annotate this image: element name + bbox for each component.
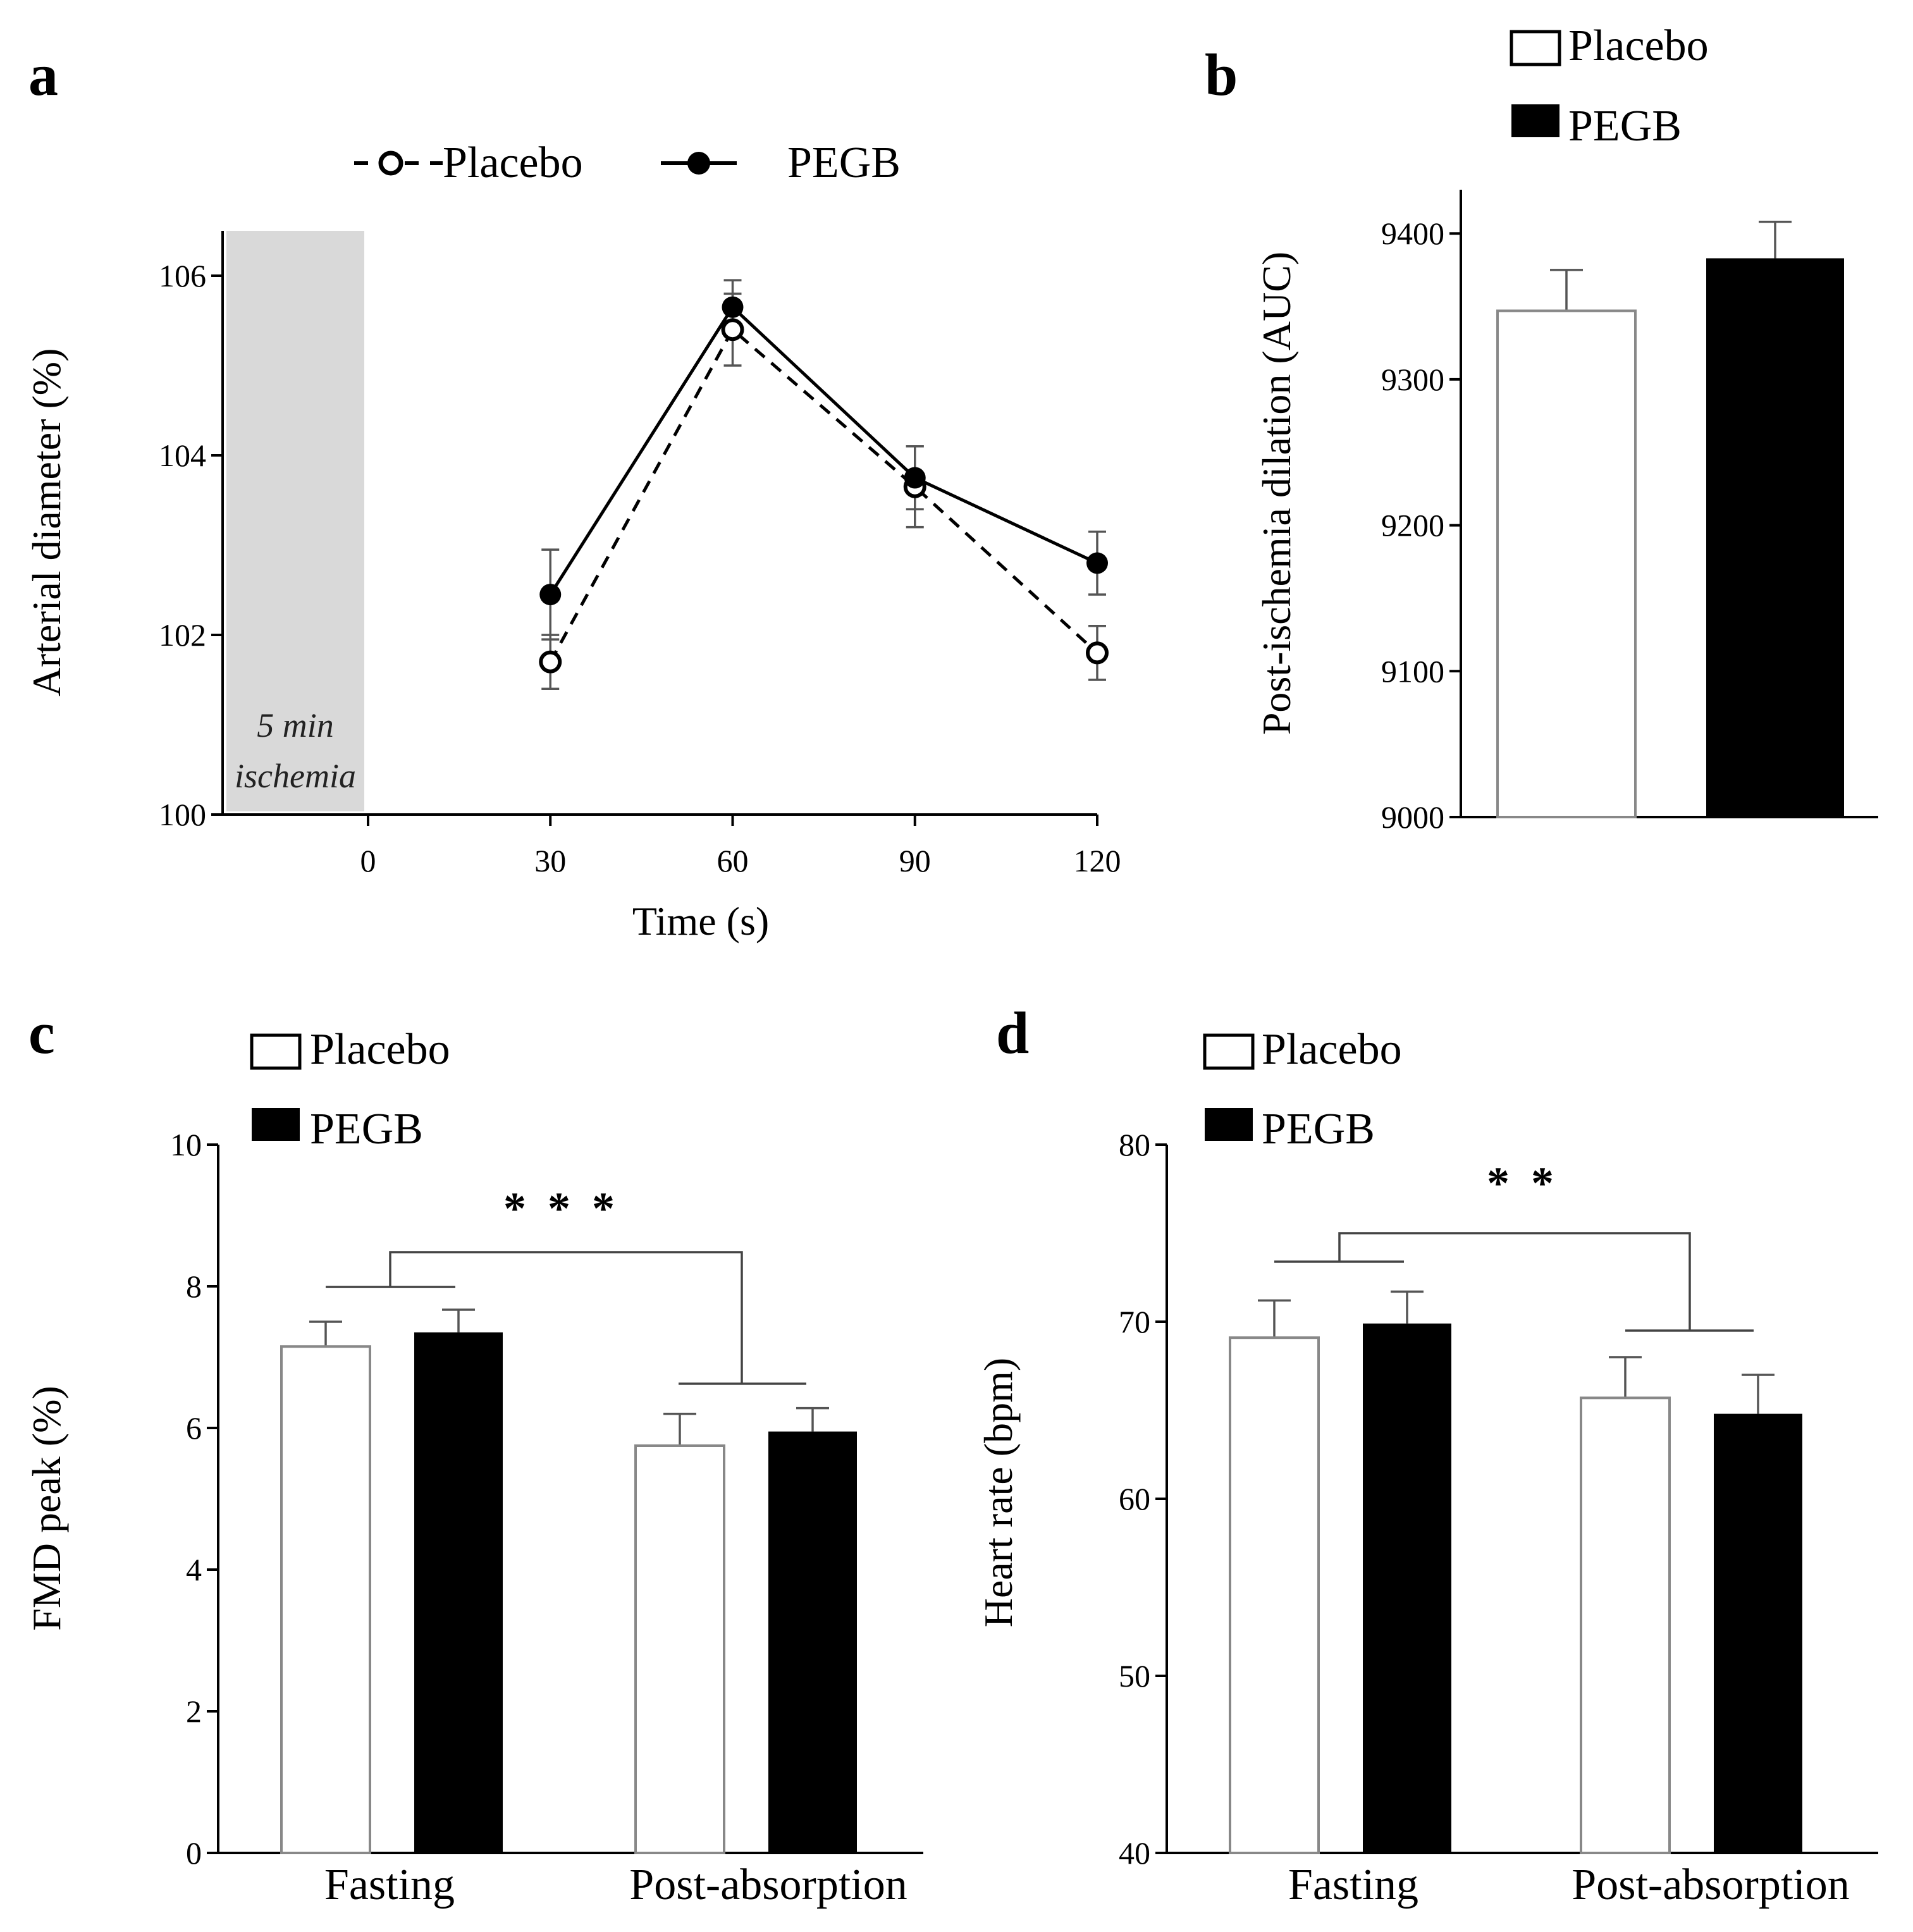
y-tick-label: 70 — [1119, 1304, 1150, 1339]
legend-b-pegb-swatch — [1511, 104, 1559, 137]
legend-c-pegb-text: PEGB — [310, 1105, 423, 1154]
bar-pegb — [1363, 1323, 1451, 1853]
panel-c-label: c — [28, 1000, 55, 1066]
x-tick-label: 120 — [1074, 843, 1121, 878]
panel-d-label: d — [996, 1000, 1029, 1066]
bar-placebo — [1580, 1396, 1671, 1854]
panel-d-significance: * * — [1487, 1158, 1559, 1209]
legend-b-pegb-text: PEGB — [1568, 102, 1682, 151]
y-tick-label: 9000 — [1381, 799, 1444, 835]
panel-a-legend: Placebo PEGB — [354, 138, 901, 187]
y-tick-label: 40 — [1119, 1835, 1150, 1871]
bar-pegb — [414, 1332, 503, 1853]
series-placebo-point — [539, 650, 562, 674]
legend-b-placebo-text: Placebo — [1568, 22, 1709, 70]
bar-pegb — [1706, 258, 1844, 817]
y-tick-label: 100 — [159, 797, 206, 832]
y-tick-label: 104 — [159, 438, 206, 473]
y-tick-label: 106 — [159, 258, 206, 293]
y-tick-label: 0 — [186, 1835, 202, 1871]
bar-pegb — [1714, 1413, 1802, 1853]
bar-placebo — [1229, 1336, 1320, 1854]
panel-d-bracket-main — [1338, 1232, 1691, 1331]
panel-c-y-label: FMD peak (%) — [24, 1386, 69, 1630]
legend-pegb-marker — [687, 152, 710, 175]
x-tick-label: 30 — [534, 843, 566, 878]
bar-pegb — [768, 1431, 857, 1853]
series-pegb-point — [904, 467, 926, 489]
panel-c-bracket-main — [389, 1251, 743, 1384]
panel-c-significance: * * * — [503, 1183, 620, 1234]
panel-b-label: b — [1205, 42, 1238, 108]
legend-d-pegb-text: PEGB — [1262, 1105, 1375, 1154]
legend-a-placebo-text: Placebo — [443, 138, 583, 187]
bar-placebo — [1496, 309, 1637, 818]
legend-d-placebo-text: Placebo — [1262, 1025, 1402, 1074]
x-tick-label: 60 — [717, 843, 749, 878]
series-pegb-point — [1086, 552, 1108, 574]
panel-c-category-fasting: Fasting — [324, 1861, 455, 1909]
y-tick-label: 4 — [186, 1552, 202, 1587]
panel-c-bar-chart: c Placebo PEGB 0 2 4 6 8 10 FMD peak (%) Fast… — [24, 1000, 923, 1909]
ischemia-annotation-line1: 5 min — [257, 706, 334, 744]
legend-placebo-marker — [378, 151, 403, 176]
y-tick-label: 2 — [186, 1694, 202, 1729]
panel-c-category-post-absorption: Post-absorption — [629, 1861, 907, 1909]
panel-b-y-label: Post-ischemia dilation (AUC) — [1254, 252, 1299, 735]
y-tick-label: 8 — [186, 1269, 202, 1304]
series-placebo-point — [721, 318, 744, 341]
series-placebo-line — [549, 327, 1098, 663]
panel-d-category-fasting: Fasting — [1288, 1861, 1418, 1909]
panel-a-line-chart: a Placebo PEGB 5 min ischemia 100 102 104 1… — [24, 42, 1121, 944]
panel-b-bar-chart: b Placebo PEGB 9000 9100 9200 9300 9400 Post… — [1205, 22, 1878, 835]
y-tick-label: 9300 — [1381, 362, 1444, 397]
y-tick-label: 102 — [159, 617, 206, 653]
ischemia-annotation-line2: ischemia — [235, 757, 356, 795]
legend-d-pegb-swatch — [1205, 1108, 1253, 1141]
legend-d-placebo-swatch — [1203, 1033, 1255, 1070]
x-tick-label: 0 — [360, 843, 376, 878]
legend-c-placebo-swatch — [250, 1033, 302, 1070]
panel-d-category-post-absorption: Post-absorption — [1572, 1861, 1849, 1909]
x-tick-label: 90 — [899, 843, 931, 878]
panel-d-y-label: Heart rate (bpm) — [976, 1358, 1021, 1627]
series-pegb-point — [722, 296, 744, 318]
y-tick-label: 10 — [170, 1127, 202, 1162]
y-tick-label: 50 — [1119, 1658, 1150, 1694]
bar-placebo — [634, 1444, 725, 1854]
panel-a-label: a — [28, 42, 58, 108]
y-tick-label: 9200 — [1381, 508, 1444, 543]
series-placebo-point — [1086, 641, 1109, 665]
panel-a-x-label: Time (s) — [632, 899, 769, 944]
panel-a-y-label: Arterial diameter (%) — [24, 348, 69, 697]
ischemia-shade — [226, 231, 364, 811]
y-tick-label: 6 — [186, 1410, 202, 1446]
panel-d-bar-chart: d Placebo PEGB 40 50 60 70 80 Heart rate (bp… — [976, 1000, 1878, 1909]
series-pegb-line — [549, 304, 1098, 596]
y-tick-label: 80 — [1119, 1127, 1150, 1162]
legend-c-pegb-swatch — [252, 1108, 300, 1141]
y-tick-label: 9100 — [1381, 653, 1444, 689]
y-tick-label: 60 — [1119, 1481, 1150, 1517]
legend-a-pegb-text: PEGB — [787, 138, 901, 187]
y-tick-label: 9400 — [1381, 216, 1444, 251]
legend-b-placebo-swatch — [1510, 30, 1561, 66]
series-pegb-point — [539, 584, 562, 606]
legend-c-placebo-text: Placebo — [310, 1025, 450, 1074]
bar-placebo — [280, 1345, 371, 1854]
